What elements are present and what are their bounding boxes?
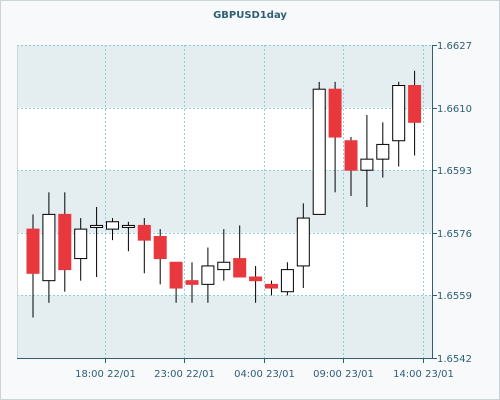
band xyxy=(17,45,432,108)
candle xyxy=(217,229,231,281)
candle-body-up xyxy=(360,158,374,171)
band xyxy=(17,295,432,358)
candle-body-up xyxy=(106,221,119,230)
candle-body-down xyxy=(58,213,72,271)
candle xyxy=(153,229,167,285)
candle-body-down xyxy=(408,85,422,123)
candle xyxy=(58,192,72,292)
x-tick-labels: 18:00 22/01 23:00 22/01 04:00 23/01 09:00 2… xyxy=(75,358,454,380)
candle-body-down xyxy=(249,276,263,282)
candle xyxy=(137,218,151,274)
x-tick-label: 04:00 23/01 xyxy=(234,369,295,380)
candle-body-up xyxy=(121,224,135,228)
candle-body-down xyxy=(344,140,358,171)
background-bands xyxy=(17,45,432,358)
y-tick-labels: 1.6542 1.6559 1.6576 1.6593 1.6610 1.6627 xyxy=(432,41,472,365)
candle xyxy=(328,81,342,193)
candle xyxy=(392,81,406,167)
candle-body-up xyxy=(280,269,294,293)
candle xyxy=(344,137,358,196)
candle-body-down xyxy=(185,280,199,285)
candle xyxy=(233,225,247,278)
candle xyxy=(121,221,135,252)
axes xyxy=(17,45,433,359)
candle-body-up xyxy=(312,88,326,215)
candle xyxy=(249,265,263,303)
candle xyxy=(106,218,119,241)
y-tick-label: 1.6559 xyxy=(437,291,472,302)
candle-body-up xyxy=(74,228,88,260)
y-tick-label: 1.6542 xyxy=(437,354,472,365)
candle xyxy=(280,262,294,296)
candle xyxy=(201,247,215,303)
candle xyxy=(26,214,40,318)
candles xyxy=(26,70,422,318)
candle-body-down xyxy=(328,88,342,138)
y-tick-label: 1.6593 xyxy=(437,166,472,177)
candle-body-up xyxy=(392,85,406,142)
candle xyxy=(360,114,374,208)
candle xyxy=(74,218,88,281)
candle-body-up xyxy=(90,224,104,228)
candle xyxy=(265,280,278,296)
candle-body-down xyxy=(233,258,247,278)
band xyxy=(17,170,432,233)
candle xyxy=(376,122,390,178)
candle xyxy=(42,192,56,303)
candle xyxy=(90,207,104,277)
y-tick-label: 1.6627 xyxy=(437,41,472,52)
candle-body-down xyxy=(26,228,40,274)
x-tick-label: 09:00 23/01 xyxy=(313,369,374,380)
candle-body-down xyxy=(265,283,278,289)
candle-body-up xyxy=(296,217,310,267)
candle-body-down xyxy=(153,235,167,260)
chart-title: GBPUSD1day xyxy=(213,10,287,21)
candle xyxy=(296,203,310,289)
candle-body-up xyxy=(201,265,215,285)
candle-body-up xyxy=(217,261,231,271)
x-tick-label: 18:00 22/01 xyxy=(75,369,136,380)
y-tick-label: 1.6610 xyxy=(437,104,472,115)
candle xyxy=(169,261,183,303)
candle-body-up xyxy=(42,213,56,282)
y-tick-label: 1.6576 xyxy=(437,229,472,240)
candle-body-up xyxy=(376,143,390,160)
candle-body-down xyxy=(137,224,151,241)
candle-body-down xyxy=(169,261,183,289)
x-tick-label: 23:00 22/01 xyxy=(154,369,215,380)
candle xyxy=(408,70,422,156)
candle xyxy=(312,81,326,215)
x-tick-label: 14:00 23/01 xyxy=(393,369,454,380)
candle xyxy=(185,262,199,303)
